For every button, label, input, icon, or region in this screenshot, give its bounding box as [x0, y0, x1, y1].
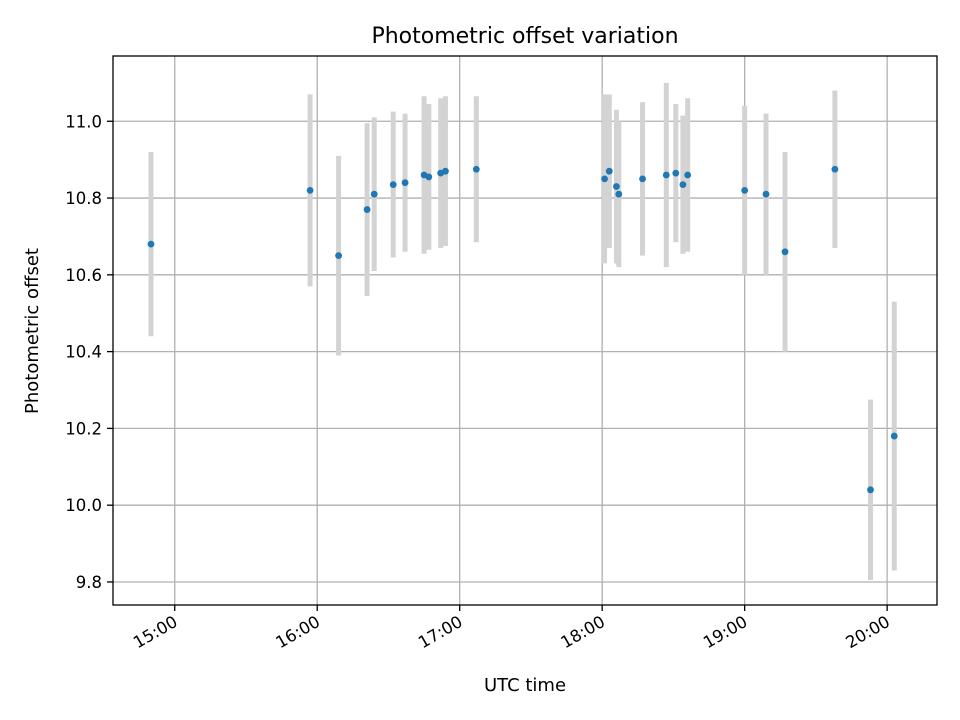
data-point — [605, 167, 613, 175]
data-point — [762, 190, 770, 198]
data-point — [741, 186, 749, 194]
y-tick-label: 10.4 — [65, 343, 102, 362]
x-tick-label: 15:00 — [130, 612, 181, 652]
data-point — [684, 171, 692, 179]
data-point — [639, 175, 646, 183]
data-point — [306, 186, 314, 194]
data-point — [615, 190, 623, 198]
x-axis-ticks: 15:00 16:00 17:00 18:00 19:00 20:00 — [130, 605, 893, 652]
x-tick-label: 16:00 — [273, 612, 324, 652]
data-point — [147, 240, 155, 248]
y-tick-label: 10.6 — [65, 266, 102, 285]
x-tick-label: 17:00 — [415, 612, 466, 652]
x-tick-label: 19:00 — [700, 612, 751, 652]
data-point — [679, 181, 687, 189]
grid — [113, 56, 937, 605]
plot-frame — [112, 55, 938, 606]
data-point — [363, 206, 371, 213]
data-point — [781, 248, 789, 256]
y-tick-label: 9.8 — [76, 573, 102, 592]
data-point — [389, 181, 397, 189]
x-axis-label: UTC time — [484, 675, 566, 696]
y-tick-label: 10.0 — [65, 496, 102, 515]
y-axis-label: Photometric offset — [22, 248, 43, 414]
data-point — [401, 179, 409, 187]
data-point — [601, 175, 608, 183]
data-point — [472, 165, 480, 173]
x-tick-label: 20:00 — [842, 612, 893, 652]
data-points — [147, 165, 898, 494]
data-point — [890, 432, 898, 440]
data-point — [335, 252, 342, 260]
y-tick-label: 10.2 — [65, 419, 102, 438]
chart-title: Photometric offset variation — [371, 24, 678, 49]
data-point — [425, 173, 433, 181]
data-point — [867, 486, 874, 494]
x-tick-label: 18:00 — [557, 612, 608, 652]
y-axis-ticks: 9.8 10.0 10.2 10.4 10.6 10.8 11.0 — [65, 112, 113, 592]
data-point — [613, 183, 620, 190]
data-point — [442, 167, 449, 175]
data-point — [662, 171, 670, 179]
data-point — [370, 190, 378, 198]
data-point — [831, 165, 839, 173]
y-tick-label: 10.8 — [65, 189, 102, 208]
data-point — [672, 169, 680, 177]
y-tick-label: 11.0 — [65, 112, 102, 131]
